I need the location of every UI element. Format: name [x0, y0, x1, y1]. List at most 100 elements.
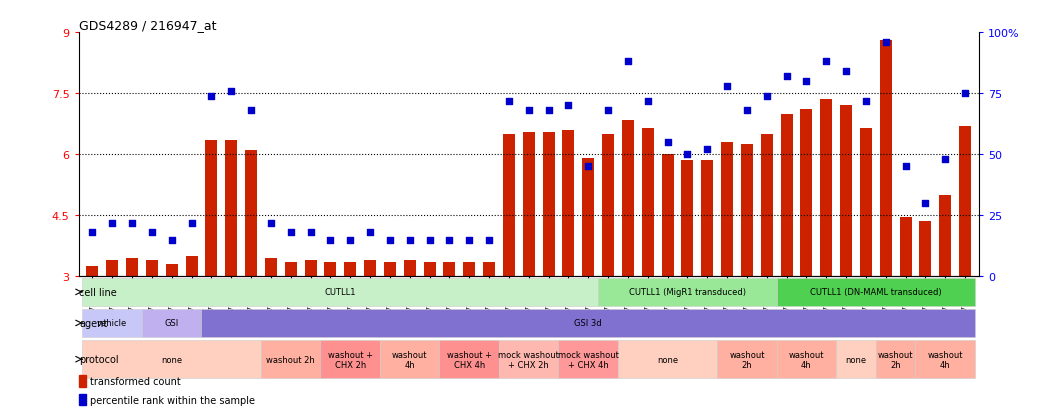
Point — [421, 237, 438, 244]
Bar — [225, 141, 238, 277]
Point — [322, 237, 339, 244]
Bar — [777, 340, 837, 378]
Point — [957, 91, 974, 97]
Bar — [642, 128, 653, 277]
Text: mock washout
+ CHX 2h: mock washout + CHX 2h — [498, 350, 559, 369]
Point — [243, 108, 260, 114]
Bar — [499, 340, 558, 378]
Bar — [741, 145, 753, 277]
Bar — [107, 261, 118, 277]
Text: washout
4h: washout 4h — [392, 350, 427, 369]
Bar — [875, 340, 915, 378]
Text: transformed count: transformed count — [90, 376, 180, 386]
Bar — [602, 135, 614, 277]
Point — [778, 74, 795, 80]
Text: GSI 3d: GSI 3d — [575, 319, 602, 328]
Text: washout 2h: washout 2h — [266, 355, 315, 364]
Bar — [777, 278, 975, 306]
Point — [738, 108, 755, 114]
Point — [124, 220, 140, 226]
Bar — [662, 155, 673, 277]
Bar — [503, 135, 515, 277]
Text: none: none — [161, 355, 182, 364]
Point — [897, 164, 914, 170]
Point — [143, 230, 160, 236]
Bar — [83, 309, 142, 337]
Bar — [83, 278, 598, 306]
Text: percentile rank within the sample: percentile rank within the sample — [90, 394, 254, 405]
Bar — [344, 263, 356, 277]
Bar — [201, 309, 975, 337]
Bar — [598, 278, 777, 306]
Point — [283, 230, 299, 236]
Point — [620, 59, 637, 66]
Point — [183, 220, 200, 226]
Point — [481, 237, 497, 244]
Point — [680, 152, 696, 158]
Bar — [440, 340, 499, 378]
Text: washout
4h: washout 4h — [788, 350, 824, 369]
Bar — [522, 133, 535, 277]
Text: CUTLL1 (MigR1 transduced): CUTLL1 (MigR1 transduced) — [629, 288, 745, 297]
Point — [401, 237, 418, 244]
Point — [342, 237, 359, 244]
Point — [560, 103, 577, 109]
Bar — [87, 266, 98, 277]
Bar — [820, 100, 832, 277]
Text: vehicle: vehicle — [97, 319, 128, 328]
Bar — [380, 340, 440, 378]
Bar — [364, 261, 376, 277]
Bar — [245, 151, 257, 277]
Bar — [126, 259, 138, 277]
Point — [461, 237, 477, 244]
Bar — [404, 261, 416, 277]
Point — [600, 108, 617, 114]
Bar — [558, 340, 618, 378]
Bar — [325, 263, 336, 277]
Point — [877, 40, 894, 46]
Bar — [261, 340, 320, 378]
Bar — [840, 106, 852, 277]
Point — [104, 220, 120, 226]
Bar — [701, 161, 713, 277]
Bar — [165, 265, 178, 277]
Bar — [146, 261, 158, 277]
Point — [441, 237, 458, 244]
Text: washout +
CHX 2h: washout + CHX 2h — [328, 350, 373, 369]
Point — [838, 69, 854, 75]
Bar — [83, 340, 261, 378]
Bar — [285, 263, 296, 277]
Point — [361, 230, 378, 236]
Point — [798, 78, 815, 85]
Text: washout
2h: washout 2h — [877, 350, 913, 369]
Bar — [542, 133, 555, 277]
Point — [84, 230, 101, 236]
Text: GDS4289 / 216947_at: GDS4289 / 216947_at — [79, 19, 216, 32]
Bar — [915, 340, 975, 378]
Bar — [939, 195, 951, 277]
Bar — [265, 259, 276, 277]
Bar — [879, 41, 892, 277]
Point — [163, 237, 180, 244]
Point — [937, 157, 954, 163]
Bar — [837, 340, 875, 378]
Point — [223, 88, 240, 95]
Bar — [781, 114, 793, 277]
Bar — [899, 218, 912, 277]
Bar — [801, 110, 812, 277]
Bar — [79, 394, 87, 405]
Bar — [919, 222, 932, 277]
Bar — [562, 131, 575, 277]
Point — [520, 108, 537, 114]
Point — [580, 164, 597, 170]
Bar — [761, 135, 773, 277]
Bar — [444, 263, 455, 277]
Point — [917, 200, 934, 207]
Bar — [463, 263, 475, 277]
Point — [303, 230, 319, 236]
Bar — [721, 143, 733, 277]
Bar — [305, 261, 316, 277]
Point — [660, 139, 676, 146]
Point — [758, 93, 775, 100]
Text: GSI: GSI — [164, 319, 179, 328]
